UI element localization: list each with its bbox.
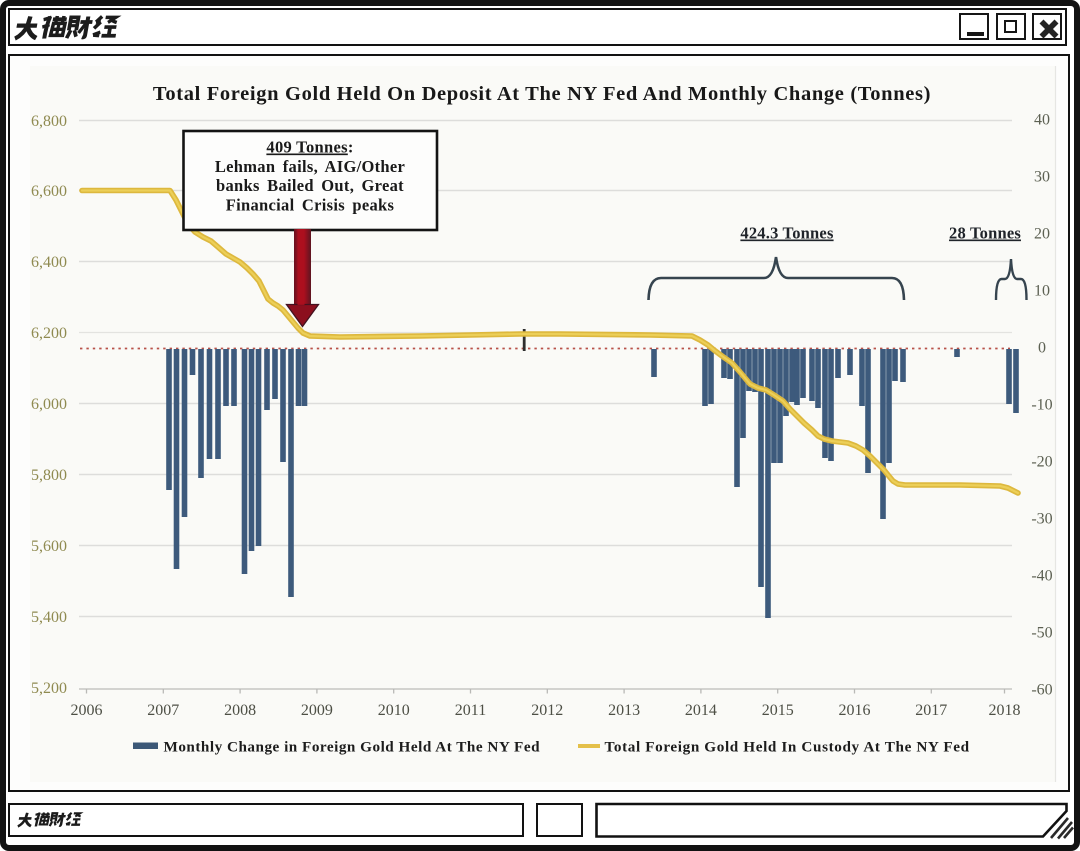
- svg-text:2012: 2012: [531, 702, 563, 719]
- svg-text:2014: 2014: [685, 702, 717, 719]
- svg-text:banks Bailed Out, Great: banks Bailed Out, Great: [216, 176, 404, 195]
- svg-text:409 Tonnes:: 409 Tonnes:: [266, 138, 353, 157]
- svg-text:2009: 2009: [301, 702, 333, 719]
- svg-text:2013: 2013: [608, 702, 640, 719]
- svg-text:2008: 2008: [224, 702, 256, 719]
- svg-text:5,200: 5,200: [31, 680, 67, 697]
- svg-text:-40: -40: [1031, 568, 1052, 585]
- svg-text:Financial Crisis peaks: Financial Crisis peaks: [226, 196, 395, 215]
- svg-text:6,800: 6,800: [31, 113, 67, 130]
- svg-text:2015: 2015: [762, 702, 794, 719]
- svg-text:424.3 Tonnes: 424.3 Tonnes: [740, 224, 834, 243]
- svg-text:Monthly Change in Foreign Gold: Monthly Change in Foreign Gold Held At T…: [164, 739, 541, 756]
- svg-text:2017: 2017: [915, 702, 947, 719]
- svg-text:40: 40: [1034, 112, 1050, 129]
- svg-text:2010: 2010: [378, 702, 410, 719]
- svg-text:Lehman fails, AIG/Other: Lehman fails, AIG/Other: [215, 157, 405, 176]
- svg-text:-20: -20: [1031, 454, 1052, 471]
- svg-text:6,400: 6,400: [31, 254, 67, 271]
- svg-text:2016: 2016: [839, 702, 871, 719]
- svg-text:Total Foreign Gold Held On Dep: Total Foreign Gold Held On Deposit At Th…: [153, 83, 931, 105]
- svg-text:6,000: 6,000: [31, 396, 67, 413]
- svg-text:2007: 2007: [147, 702, 179, 719]
- svg-text:6,600: 6,600: [31, 183, 67, 200]
- svg-text:2018: 2018: [989, 702, 1021, 719]
- svg-text:-50: -50: [1031, 625, 1052, 642]
- svg-text:0: 0: [1038, 340, 1046, 357]
- svg-text:20: 20: [1034, 226, 1050, 243]
- svg-text:5,800: 5,800: [31, 467, 67, 484]
- svg-text:-60: -60: [1031, 682, 1052, 699]
- svg-text:2011: 2011: [455, 702, 486, 719]
- svg-text:30: 30: [1034, 169, 1050, 186]
- svg-text:5,400: 5,400: [31, 609, 67, 626]
- svg-text:10: 10: [1034, 283, 1050, 300]
- svg-text:Total Foreign Gold Held In Cus: Total Foreign Gold Held In Custody At Th…: [605, 739, 970, 756]
- svg-text:2006: 2006: [71, 702, 103, 719]
- svg-text:28 Tonnes: 28 Tonnes: [949, 224, 1021, 243]
- svg-text:-10: -10: [1031, 397, 1052, 414]
- svg-text:-30: -30: [1031, 511, 1052, 528]
- svg-text:6,200: 6,200: [31, 325, 67, 342]
- svg-text:5,600: 5,600: [31, 538, 67, 555]
